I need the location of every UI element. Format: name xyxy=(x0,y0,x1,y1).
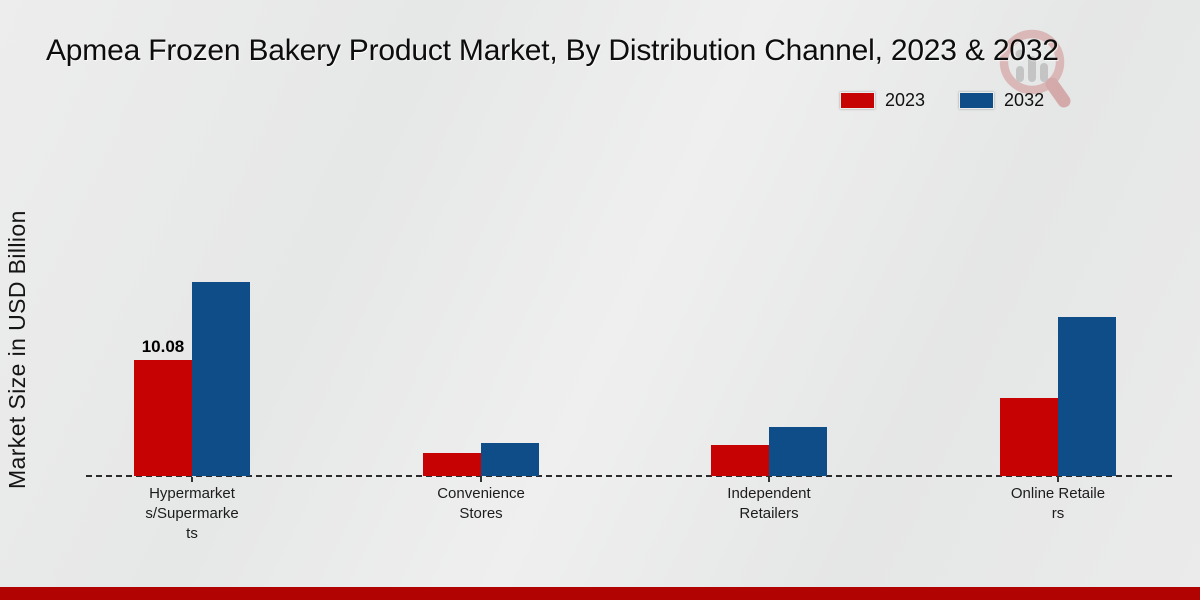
category-label-convenience-stores: Convenience Stores xyxy=(437,485,525,522)
category-label-hypermarkets-supermarkets: Hypermarkets/Supermarkets xyxy=(145,485,239,542)
legend-item-2023: 2023 xyxy=(840,90,925,111)
legend: 2023 2032 xyxy=(840,90,1044,111)
x-axis-baseline xyxy=(86,475,1172,477)
bar-2032-online-retailers xyxy=(1058,317,1116,476)
bar-2032-convenience-stores xyxy=(481,443,539,476)
x-tick-convenience-stores xyxy=(480,477,482,482)
bar-value-label-2023-hypermarkets-supermarkets: 10.08 xyxy=(141,337,185,356)
bar-2032-hypermarkets-supermarkets xyxy=(192,282,250,476)
legend-swatch-2023 xyxy=(840,92,875,109)
x-tick-online-retailers xyxy=(1057,477,1059,482)
bar-2023-online-retailers xyxy=(1000,398,1058,476)
magnifier-bar-chart-logo-icon xyxy=(999,29,1071,108)
category-label-online-retailers: Online Retailers xyxy=(1010,485,1106,522)
legend-swatch-2032 xyxy=(959,92,995,109)
legend-label-2032: 2032 xyxy=(1004,90,1045,110)
legend-item-2032: 2032 xyxy=(959,90,1044,111)
legend-label-2023: 2023 xyxy=(885,90,926,110)
bar-2032-independent-retailers xyxy=(769,427,827,476)
footer-accent-bar xyxy=(0,587,1200,600)
chart-title: Apmea Frozen Bakery Product Market, By D… xyxy=(46,34,1059,67)
bar-2023-independent-retailers xyxy=(711,445,769,476)
x-tick-hypermarkets-supermarkets xyxy=(191,477,193,482)
category-label-independent-retailers: Independent Retailers xyxy=(727,485,811,522)
bar-2023-hypermarkets-supermarkets xyxy=(134,360,192,476)
bar-2023-convenience-stores xyxy=(423,453,481,476)
x-tick-independent-retailers xyxy=(768,477,770,482)
